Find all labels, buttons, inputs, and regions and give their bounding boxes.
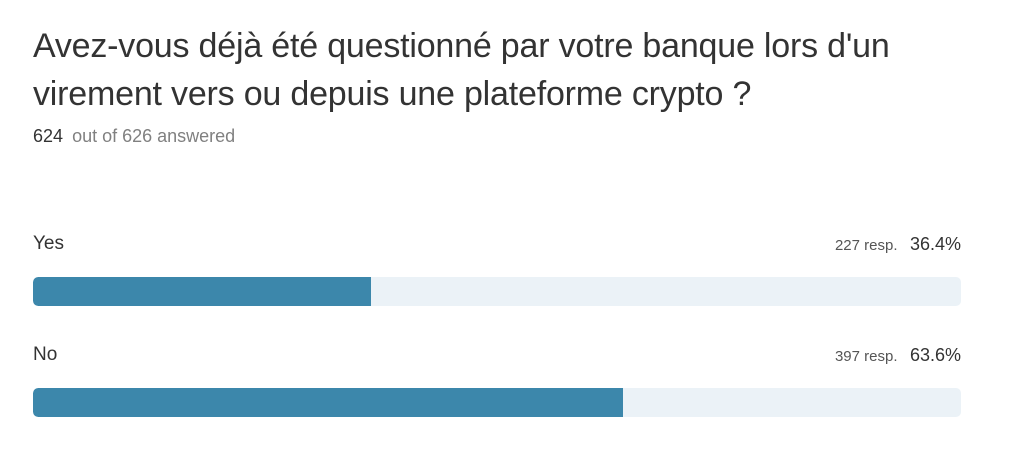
poll-option-header: Yes 227 resp. 36.4% xyxy=(33,231,961,257)
result-bar-fill xyxy=(33,388,623,417)
poll-option-no: No 397 resp. 63.6% xyxy=(33,342,961,417)
option-label: No xyxy=(33,344,58,365)
answered-summary: 624 out of 626 answered xyxy=(33,124,239,148)
answered-count: 624 xyxy=(33,126,64,146)
option-stats: 227 resp. 36.4% xyxy=(835,231,961,259)
result-bar-fill xyxy=(33,277,371,306)
poll-option-yes: Yes 227 resp. 36.4% xyxy=(33,231,961,306)
option-label: Yes xyxy=(33,233,64,254)
option-percentage: 63.6% xyxy=(909,345,961,365)
result-bar-track xyxy=(33,388,961,417)
option-response-count: 397 resp. xyxy=(834,348,898,365)
option-response-count: 227 resp. xyxy=(834,237,898,254)
option-stats: 397 resp. 63.6% xyxy=(835,342,961,370)
result-bar-track xyxy=(33,277,961,306)
poll-option-header: No 397 resp. 63.6% xyxy=(33,342,961,368)
option-percentage: 36.4% xyxy=(909,234,961,254)
poll-question: Avez-vous déjà été questionné par votre … xyxy=(33,27,890,113)
answered-total-label: out of 626 answered xyxy=(72,126,236,146)
